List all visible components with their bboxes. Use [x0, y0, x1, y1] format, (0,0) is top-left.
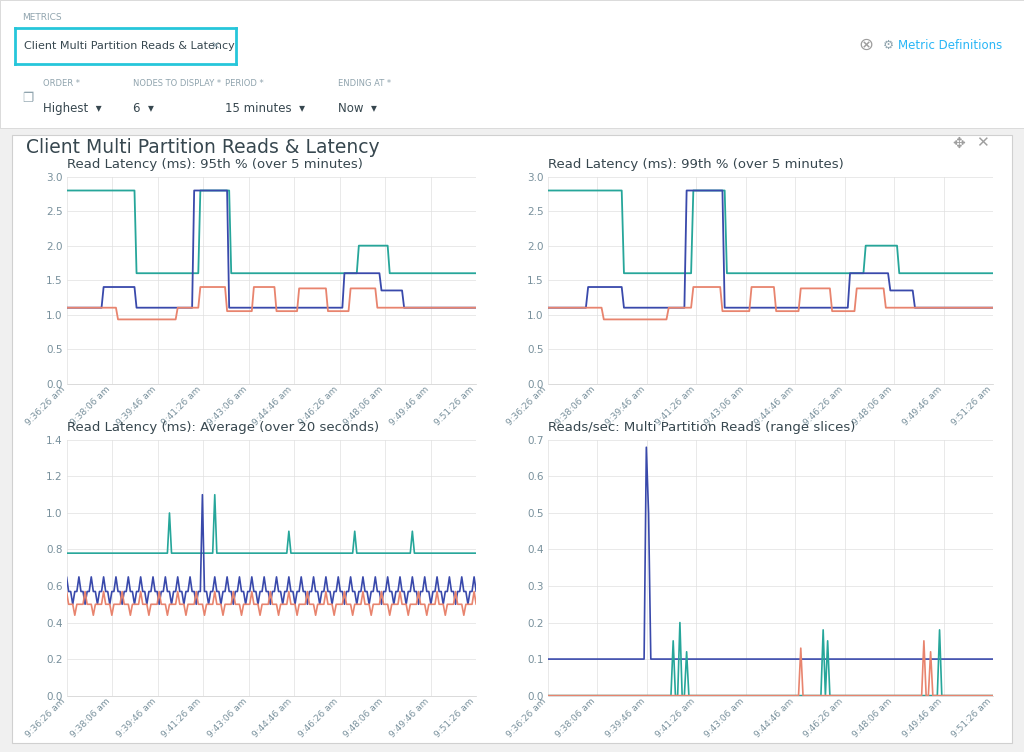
- Text: Now  ▾: Now ▾: [338, 102, 377, 114]
- Text: ✥: ✥: [952, 135, 965, 150]
- Text: ORDER *: ORDER *: [43, 79, 80, 88]
- Text: METRICS: METRICS: [23, 13, 62, 22]
- Text: ⚙: ⚙: [883, 38, 894, 52]
- Text: Read Latency (ms): 95th % (over 5 minutes): Read Latency (ms): 95th % (over 5 minute…: [67, 158, 362, 171]
- Text: Read Latency (ms): 99th % (over 5 minutes): Read Latency (ms): 99th % (over 5 minute…: [548, 158, 844, 171]
- Text: ✕: ✕: [976, 135, 988, 150]
- Text: Reads/sec: Multi Partition Reads (range slices): Reads/sec: Multi Partition Reads (range …: [548, 421, 855, 434]
- Text: Client Multi Partition Reads & Latency: Client Multi Partition Reads & Latency: [26, 138, 379, 156]
- Text: PERIOD *: PERIOD *: [225, 79, 264, 88]
- Text: ✕: ✕: [211, 41, 220, 51]
- Text: ⊗: ⊗: [858, 36, 873, 54]
- Text: ENDING AT *: ENDING AT *: [338, 79, 391, 88]
- Text: 15 minutes  ▾: 15 minutes ▾: [225, 102, 305, 114]
- Text: ❐: ❐: [23, 92, 34, 105]
- Text: 6  ▾: 6 ▾: [133, 102, 154, 114]
- Text: Highest  ▾: Highest ▾: [43, 102, 101, 114]
- Text: Read Latency (ms): Average (over 20 seconds): Read Latency (ms): Average (over 20 seco…: [67, 421, 379, 434]
- Text: Client Multi Partition Reads & Latency: Client Multi Partition Reads & Latency: [25, 41, 234, 51]
- Text: NODES TO DISPLAY *: NODES TO DISPLAY *: [133, 79, 221, 88]
- Text: Metric Definitions: Metric Definitions: [898, 38, 1002, 52]
